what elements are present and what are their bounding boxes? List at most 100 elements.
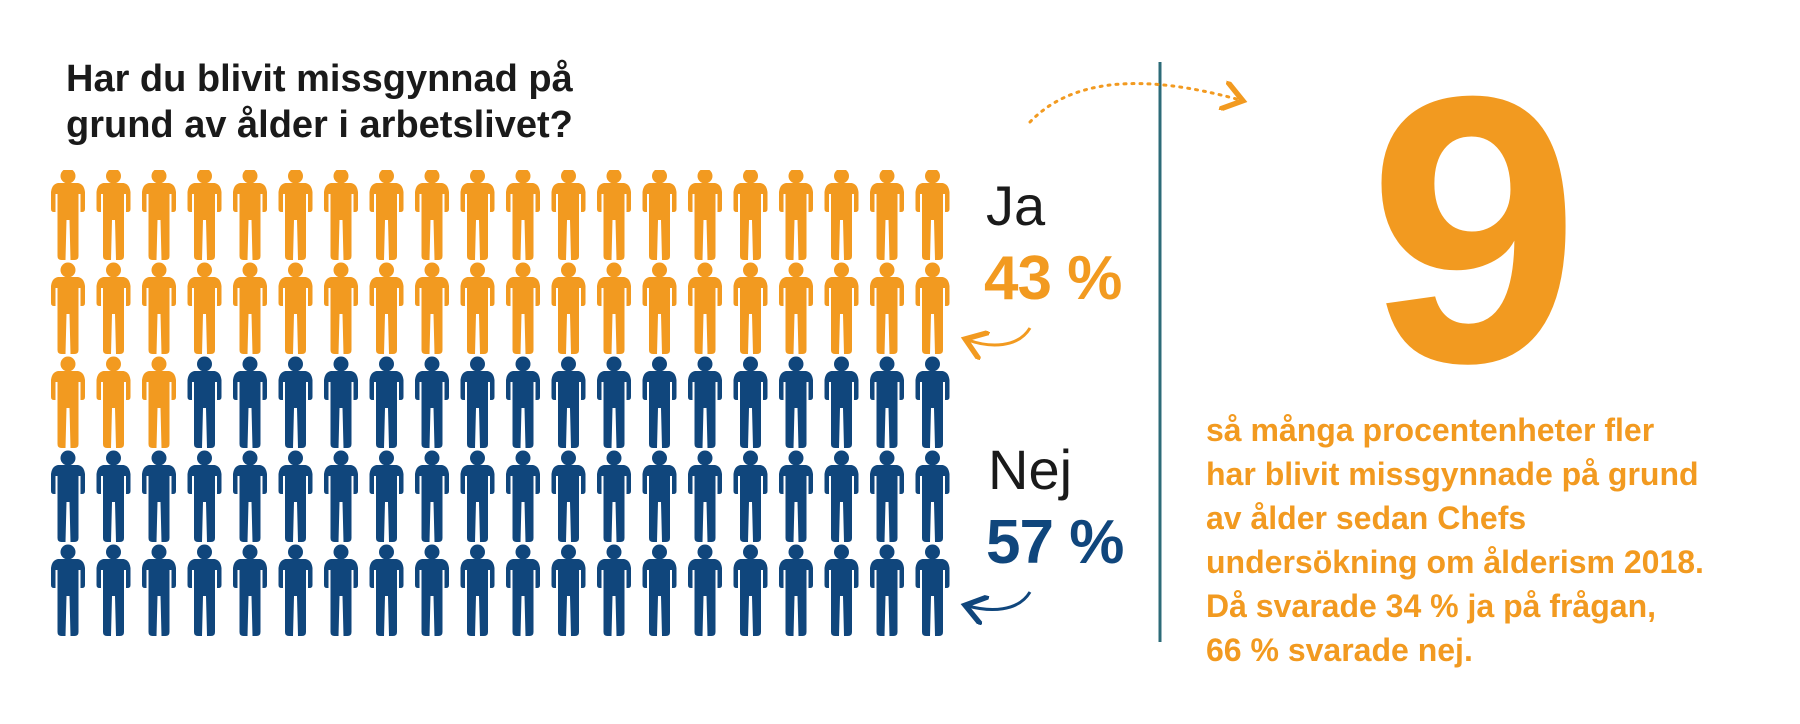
person-icon-nej (96, 450, 131, 542)
person-icon-nej (688, 356, 722, 448)
person-icon-ja (824, 262, 859, 354)
person-icon-nej (187, 450, 222, 542)
person-icon-ja (642, 170, 677, 260)
person-icon-nej (551, 544, 586, 636)
person-icon-nej (278, 544, 313, 636)
person-icon-nej (779, 544, 813, 636)
person-icon-ja (142, 170, 176, 260)
person-icon-nej (915, 544, 950, 636)
note-line: har blivit missgynnade på grund (1206, 456, 1699, 492)
person-icon-nej (369, 356, 404, 448)
person-icon-ja (870, 170, 904, 260)
person-icon-ja (51, 170, 85, 260)
ja-arrow-icon (968, 327, 1032, 345)
person-icon-nej (278, 356, 313, 448)
person-icon-nej (733, 356, 768, 448)
person-icon-ja (915, 262, 950, 354)
person-icon-ja (597, 262, 631, 354)
nej-arrow-icon (968, 591, 1032, 609)
person-icon-nej (233, 544, 267, 636)
person-icon-nej (824, 450, 859, 542)
person-icon-nej (324, 356, 358, 448)
person-icon-nej (506, 356, 540, 448)
highlight-number: 9 (1368, 17, 1579, 442)
person-icon-nej (642, 450, 677, 542)
nej-label: Nej (988, 438, 1073, 501)
note-line: undersökning om ålderism 2018. (1206, 544, 1704, 580)
note-emphasis: 34 % ja (1385, 588, 1495, 624)
person-icon-ja (324, 262, 358, 354)
person-icon-nej (369, 450, 404, 542)
person-icon-nej (824, 544, 859, 636)
person-icon-nej (597, 544, 631, 636)
person-icon-ja (278, 262, 313, 354)
person-icon-ja (415, 262, 449, 354)
person-icon-ja (506, 170, 540, 260)
person-icon-ja (506, 262, 540, 354)
person-icon-ja (551, 262, 586, 354)
person-icon-nej (415, 450, 449, 542)
person-icon-ja (824, 170, 859, 260)
person-icon-ja (642, 262, 677, 354)
note-line: 66 % svarade nej. (1206, 628, 1786, 672)
person-icon-nej (233, 450, 267, 542)
note-text: Då svarade (1206, 588, 1386, 624)
person-icon-nej (187, 544, 222, 636)
person-icon-ja (142, 356, 176, 448)
note-emphasis: 66 % (1206, 632, 1279, 668)
person-icon-ja (779, 262, 813, 354)
person-icon-nej (870, 544, 904, 636)
person-icon-ja (187, 262, 222, 354)
person-icon-nej (278, 450, 313, 542)
person-icon-ja (688, 262, 722, 354)
person-icon-nej (415, 544, 449, 636)
person-icon-nej (369, 544, 404, 636)
ja-percentage: 43 % (984, 244, 1122, 313)
person-icon-ja (233, 262, 267, 354)
person-icon-nej (51, 450, 85, 542)
person-icon-ja (779, 170, 813, 260)
person-icon-nej (779, 450, 813, 542)
person-icon-nej (915, 450, 950, 542)
person-icon-nej (460, 356, 495, 448)
person-icon-nej (324, 544, 358, 636)
person-icon-ja (733, 262, 768, 354)
person-icon-nej (506, 450, 540, 542)
ja-label: Ja (986, 174, 1046, 237)
pictogram-grid (51, 170, 950, 636)
person-icon-nej (642, 356, 677, 448)
person-icon-ja (597, 170, 631, 260)
person-icon-nej (642, 544, 677, 636)
person-icon-nej (551, 356, 586, 448)
person-icon-ja (324, 170, 358, 260)
person-icon-ja (870, 262, 904, 354)
person-icon-nej (870, 356, 904, 448)
person-icon-nej (324, 450, 358, 542)
person-icon-nej (460, 450, 495, 542)
person-icon-nej (733, 544, 768, 636)
person-icon-ja (233, 170, 267, 260)
person-icon-ja (415, 170, 449, 260)
highlight-note: så många procentenheter fler har blivit … (1206, 408, 1786, 672)
person-icon-nej (733, 450, 768, 542)
person-icon-ja (369, 262, 404, 354)
person-icon-nej (688, 450, 722, 542)
person-icon-ja (96, 170, 131, 260)
person-icon-nej (870, 450, 904, 542)
person-icon-nej (597, 356, 631, 448)
person-icon-ja (96, 356, 131, 448)
person-icon-ja (51, 262, 85, 354)
person-icon-nej (824, 356, 859, 448)
person-icon-nej (915, 356, 950, 448)
person-icon-nej (597, 450, 631, 542)
chart-title: Har du blivit missgynnad på grund av åld… (66, 58, 573, 146)
nej-percentage: 57 % (986, 508, 1124, 577)
person-icon-nej (506, 544, 540, 636)
person-icon-nej (51, 544, 85, 636)
note-line: Då svarade 34 % ja på frågan, (1206, 584, 1786, 628)
person-icon-ja (733, 170, 768, 260)
person-icon-ja (278, 170, 313, 260)
person-icon-nej (551, 450, 586, 542)
person-icon-nej (460, 544, 495, 636)
